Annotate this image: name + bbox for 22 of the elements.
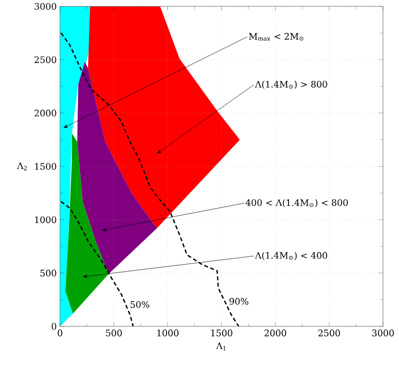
annotation: Λ(1.4M$_{⊙}$) > 800 — [254, 80, 328, 89]
y-axis-title: Λ$_{2}$ — [16, 162, 27, 170]
x-tick-label: 1500 — [211, 329, 232, 336]
x-tick-label: 0 — [58, 329, 62, 336]
y-tick-label: 2000 — [34, 109, 56, 116]
y-tick-label: 500 — [40, 269, 56, 276]
y-tick-label: 3000 — [34, 2, 56, 10]
y-tick-label: 1500 — [35, 162, 56, 170]
y-tick-label: 2500 — [34, 56, 56, 63]
x-tick-label: 2500 — [318, 329, 340, 336]
x-tick-label: 1000 — [157, 329, 178, 336]
y-tick-label: 1000 — [35, 216, 56, 223]
x-tick-label: 500 — [106, 329, 122, 336]
x-tick-label: 3000 — [372, 329, 394, 336]
x-axis-title: Λ$_{1}$ — [216, 342, 226, 350]
y-tick-label: 0 — [52, 322, 56, 330]
annotation: M$_{max}$ < 2M$_{⊙}$ — [248, 32, 304, 40]
series-label: 50% — [130, 300, 150, 308]
annotation: 400 < Λ(1.4M$_{⊙}$) < 800 — [246, 198, 348, 208]
annotation: Λ(1.4M$_{⊙}$) < 400 — [254, 252, 328, 260]
x-tick-label: 2000 — [264, 329, 286, 336]
series-label: 90% — [229, 298, 248, 305]
